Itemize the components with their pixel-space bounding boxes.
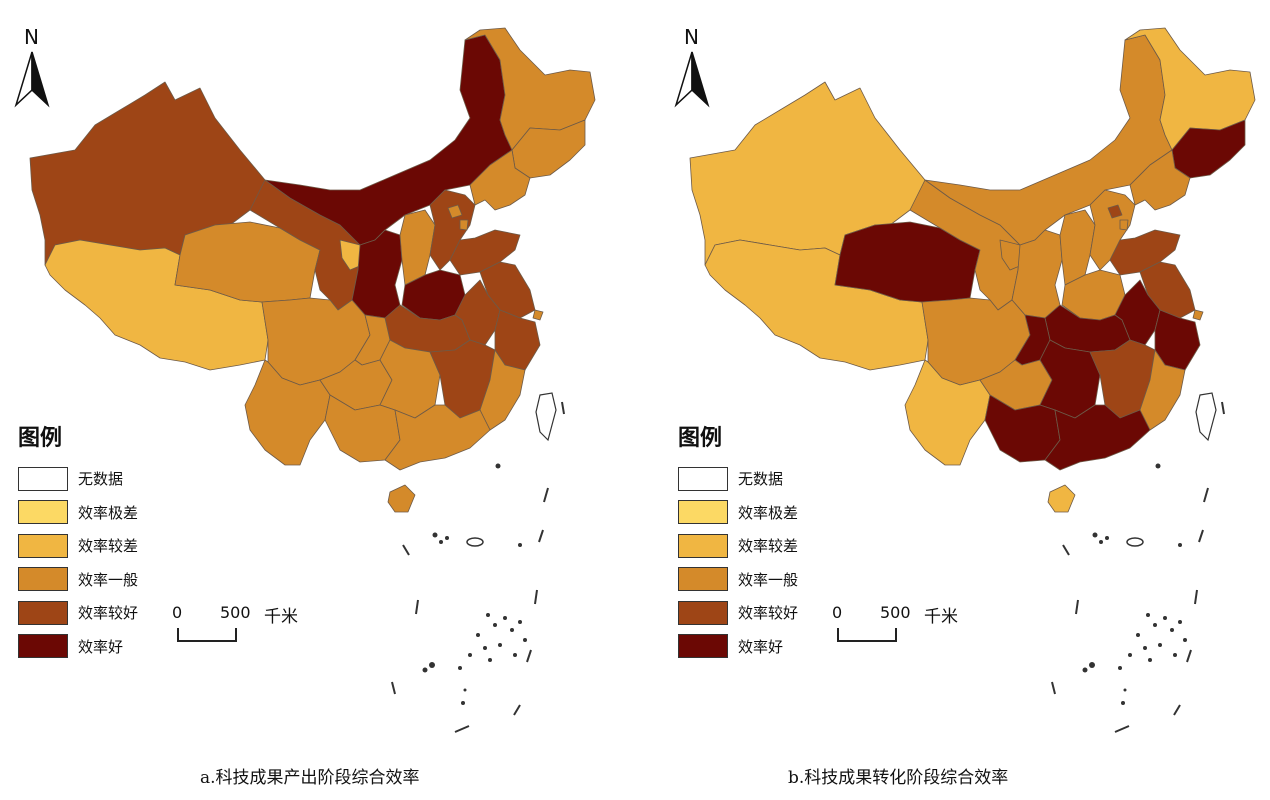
legend-item: 效率好	[678, 630, 798, 664]
province-beijing	[1107, 204, 1123, 219]
north-label: N	[684, 25, 699, 49]
legend-label: 效率好	[78, 637, 124, 656]
north-label: N	[24, 25, 39, 49]
map-caption: a.科技成果产出阶段综合效率	[200, 768, 420, 788]
legend-title: 图例	[18, 426, 63, 451]
legend-label: 效率好	[738, 637, 784, 656]
scale-bar-line	[837, 628, 897, 642]
legend-label: 效率极差	[738, 503, 799, 522]
legend-item: 效率好	[18, 630, 138, 664]
legend-label: 效率较差	[738, 537, 799, 556]
legend-swatch	[678, 466, 728, 491]
province-shandong	[449, 229, 521, 276]
legend-label: 效率一般	[738, 570, 799, 589]
province-beijing	[447, 204, 463, 219]
province-guangdong	[384, 404, 491, 471]
map-panel-b: N 图例 无数据 效率极差 效率较差 效率一般 效率较好 效率好 0 500	[660, 0, 1270, 800]
province-ningxia	[999, 239, 1023, 271]
south-china-sea-dashes	[391, 401, 565, 733]
legend-swatch	[678, 600, 728, 625]
legend-swatch	[18, 567, 68, 592]
scale-bar: 0 500 千米	[172, 600, 302, 650]
legend-label: 效率较好	[78, 604, 139, 623]
legend-item: 无数据	[18, 462, 138, 496]
legend-item: 效率极差	[678, 496, 798, 530]
legend-label: 效率较差	[78, 537, 139, 556]
legend-label: 无数据	[78, 470, 124, 489]
south-china-sea-dashes	[1051, 401, 1225, 733]
province-tianjin	[1119, 219, 1129, 231]
legend-item: 效率较差	[18, 529, 138, 563]
scale-unit-label: 千米	[924, 607, 958, 627]
legend-swatch	[18, 600, 68, 625]
province-yunnan	[904, 359, 991, 466]
legend-swatch	[18, 533, 68, 558]
province-shaanxi	[1011, 229, 1063, 319]
legend-item: 效率一般	[18, 563, 138, 597]
province-shandong	[1109, 229, 1181, 276]
province-shanghai	[532, 309, 544, 321]
province-tibet	[44, 239, 269, 371]
scale-bar: 0 500 千米	[832, 600, 962, 650]
scale-unit-label: 千米	[264, 607, 298, 627]
legend-swatch	[678, 634, 728, 659]
legend-item: 效率较好	[18, 596, 138, 630]
scale-zero-label: 0	[172, 603, 183, 622]
legend-swatch	[18, 634, 68, 659]
scale-bar-line	[177, 628, 237, 642]
legend-item: 效率较好	[678, 596, 798, 630]
scale-distance-label: 500	[220, 603, 251, 622]
province-hainan	[1047, 484, 1076, 513]
north-arrow-icon	[14, 51, 50, 108]
legend-swatch	[678, 567, 728, 592]
map-a-canvas	[14, 27, 596, 733]
legend-item: 效率极差	[18, 496, 138, 530]
legend-label: 效率一般	[78, 570, 139, 589]
legend-label: 无数据	[738, 470, 784, 489]
legend-item: 无数据	[678, 462, 798, 496]
province-hainan	[387, 484, 416, 513]
legend-label: 效率极差	[78, 503, 139, 522]
province-yunnan	[244, 359, 331, 466]
province-ningxia	[339, 239, 363, 271]
province-liaoning	[469, 149, 531, 211]
island-taiwan	[1195, 392, 1217, 442]
map-panel-a: N 图例 无数据 效率极差 效率较差 效率一般 效率较好 效率好 0 500	[14, 25, 596, 788]
south-china-sea-islands	[1082, 463, 1187, 705]
province-guangdong	[1044, 404, 1151, 471]
map-b-canvas	[674, 27, 1256, 733]
province-shanghai	[1192, 309, 1204, 321]
scale-zero-label: 0	[832, 603, 843, 622]
legend: 图例 无数据 效率极差 效率较差 效率一般 效率较好 效率好	[678, 420, 798, 663]
legend-item: 效率较差	[678, 529, 798, 563]
scale-distance-label: 500	[880, 603, 911, 622]
north-arrow-icon	[674, 51, 710, 108]
legend-label: 效率较好	[738, 604, 799, 623]
province-fujian	[1139, 349, 1186, 431]
province-shaanxi	[351, 229, 403, 319]
province-tibet	[704, 239, 929, 371]
legend-swatch	[18, 500, 68, 525]
legend-title: 图例	[678, 426, 723, 451]
legend: 图例 无数据 效率极差 效率较差 效率一般 效率较好 效率好	[18, 420, 138, 663]
map-caption: b.科技成果转化阶段综合效率	[788, 768, 1009, 788]
legend-swatch	[18, 466, 68, 491]
province-fujian	[479, 349, 526, 431]
island-taiwan	[535, 392, 557, 442]
province-tianjin	[459, 219, 469, 231]
south-china-sea-islands	[422, 463, 527, 705]
legend-swatch	[678, 500, 728, 525]
legend-swatch	[678, 533, 728, 558]
province-liaoning	[1129, 149, 1191, 211]
legend-item: 效率一般	[678, 563, 798, 597]
